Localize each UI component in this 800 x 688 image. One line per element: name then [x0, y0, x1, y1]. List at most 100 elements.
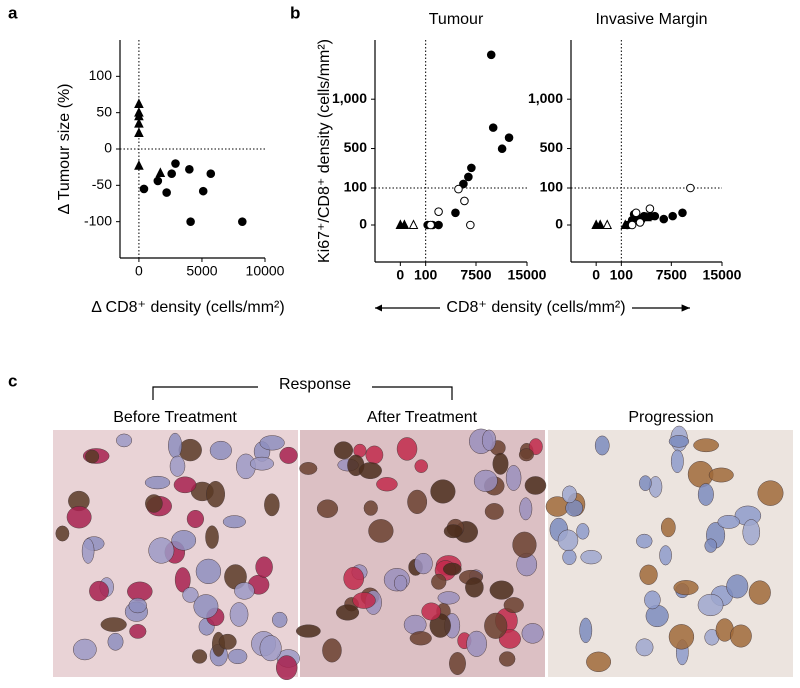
micrograph-caption: Progression	[628, 409, 713, 426]
cell	[660, 517, 676, 538]
x-axis-label: Δ CD8⁺ density (cells/mm²)	[91, 299, 284, 316]
point	[602, 219, 613, 229]
point	[467, 163, 476, 173]
x-tick-label: 15000	[703, 267, 742, 283]
cell	[421, 602, 442, 621]
cell	[394, 574, 408, 592]
panel-label: c	[8, 371, 17, 390]
x-tick-label: 10000	[246, 263, 285, 279]
cell	[648, 476, 663, 498]
cell	[186, 509, 204, 528]
cell	[178, 438, 202, 462]
cell	[336, 604, 360, 621]
x-tick-label: 0	[135, 263, 143, 279]
cell	[579, 617, 593, 644]
cell	[209, 440, 232, 460]
cell	[296, 624, 321, 638]
point	[162, 188, 171, 197]
cell	[524, 476, 547, 495]
cell	[195, 558, 222, 584]
micrograph-caption: Before Treatment	[113, 409, 237, 426]
response-bracket	[152, 386, 453, 400]
point	[504, 133, 514, 142]
cell	[726, 574, 749, 599]
cell	[272, 611, 288, 628]
point	[426, 220, 435, 230]
point	[650, 211, 660, 221]
y-tick-label: -50	[92, 176, 112, 192]
cell	[85, 449, 100, 464]
point	[206, 169, 216, 179]
point	[454, 184, 463, 194]
point	[134, 98, 144, 108]
y-tick-label: 1,000	[332, 90, 367, 106]
point	[434, 220, 443, 230]
micrograph	[53, 430, 300, 681]
cell	[443, 524, 463, 539]
cell	[430, 479, 456, 504]
point	[460, 196, 469, 206]
cell	[670, 449, 684, 473]
cell	[414, 459, 428, 473]
cell	[668, 624, 695, 650]
point	[686, 183, 695, 193]
y-tick-label: 100	[344, 179, 368, 195]
cell	[757, 480, 784, 506]
cell	[279, 446, 298, 464]
cell	[673, 580, 699, 596]
y-tick-label: 0	[555, 216, 563, 232]
cell	[363, 500, 378, 516]
cell	[322, 638, 342, 663]
cell	[697, 483, 714, 506]
cell	[562, 485, 577, 504]
micrograph	[545, 425, 793, 677]
point	[627, 220, 637, 230]
cell	[484, 503, 504, 520]
x-tick-label: 100	[414, 267, 438, 283]
cell	[174, 567, 191, 593]
cell	[498, 651, 516, 667]
y-tick-label: 500	[344, 139, 368, 155]
x-tick-label: 0	[396, 267, 404, 283]
cell	[465, 577, 484, 598]
cell	[704, 538, 718, 553]
cell	[352, 592, 376, 609]
cell	[636, 533, 653, 549]
cell	[275, 655, 298, 681]
cell	[557, 529, 579, 551]
cell	[116, 433, 133, 448]
cell	[205, 525, 219, 549]
y-axis-label: Δ Tumour size (%)	[56, 83, 73, 214]
cell	[206, 480, 225, 508]
cell	[259, 435, 285, 451]
point	[153, 176, 163, 186]
cell	[729, 624, 752, 648]
cell	[249, 456, 274, 471]
cell	[368, 519, 394, 543]
cell	[255, 556, 273, 578]
group-label: Response	[279, 376, 351, 393]
cell	[299, 462, 318, 475]
cell	[259, 635, 282, 662]
cell	[697, 593, 724, 617]
cell	[107, 632, 124, 651]
cell	[100, 617, 127, 632]
cell	[365, 445, 384, 465]
cell	[343, 566, 365, 590]
cell	[148, 537, 175, 564]
cell	[66, 505, 92, 529]
point	[139, 184, 149, 194]
cell	[171, 530, 197, 551]
y-tick-label: 0	[359, 216, 367, 232]
cell	[396, 437, 418, 461]
point	[497, 144, 507, 154]
point	[451, 208, 460, 218]
cell	[576, 523, 590, 540]
cell	[512, 531, 537, 558]
micrograph-caption: After Treatment	[367, 409, 478, 426]
y-tick-label: 50	[96, 103, 112, 119]
point	[408, 219, 419, 229]
cell	[521, 623, 544, 644]
cell	[144, 475, 171, 490]
